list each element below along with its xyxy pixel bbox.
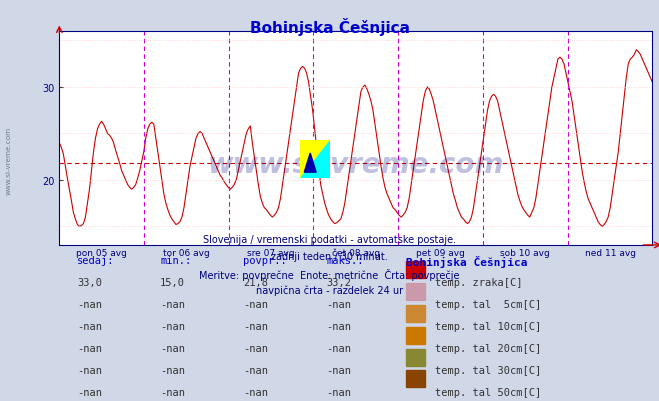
Text: -nan: -nan (77, 365, 102, 375)
Text: -nan: -nan (243, 365, 268, 375)
Text: -nan: -nan (160, 343, 185, 353)
Text: 33,0: 33,0 (77, 277, 102, 288)
Text: temp. tal  5cm[C]: temp. tal 5cm[C] (435, 300, 541, 309)
Text: Bohinjska Češnjica: Bohinjska Češnjica (250, 18, 409, 36)
Text: temp. tal 30cm[C]: temp. tal 30cm[C] (435, 365, 541, 375)
FancyBboxPatch shape (406, 349, 425, 366)
Text: -nan: -nan (160, 365, 185, 375)
Text: -nan: -nan (160, 321, 185, 331)
Text: maks.:: maks.: (326, 256, 364, 265)
Text: -nan: -nan (160, 300, 185, 309)
Text: -nan: -nan (326, 387, 351, 397)
Text: -nan: -nan (77, 300, 102, 309)
FancyBboxPatch shape (406, 283, 425, 300)
Text: 21,8: 21,8 (243, 277, 268, 288)
FancyBboxPatch shape (406, 305, 425, 322)
Text: navpična črta - razdelek 24 ur: navpična črta - razdelek 24 ur (256, 285, 403, 296)
Text: -nan: -nan (243, 343, 268, 353)
Text: -nan: -nan (77, 343, 102, 353)
Text: temp. zraka[C]: temp. zraka[C] (435, 277, 522, 288)
Text: -nan: -nan (243, 387, 268, 397)
Text: Slovenija / vremenski podatki - avtomatske postaje.: Slovenija / vremenski podatki - avtomats… (203, 235, 456, 245)
Text: Meritve: povprečne  Enote: metrične  Črta: povprečje: Meritve: povprečne Enote: metrične Črta:… (199, 268, 460, 280)
Text: 15,0: 15,0 (160, 277, 185, 288)
Text: temp. tal 20cm[C]: temp. tal 20cm[C] (435, 343, 541, 353)
Text: temp. tal 50cm[C]: temp. tal 50cm[C] (435, 387, 541, 397)
FancyBboxPatch shape (406, 261, 425, 278)
Text: 33,2: 33,2 (326, 277, 351, 288)
Polygon shape (300, 140, 330, 178)
Text: -nan: -nan (326, 365, 351, 375)
Polygon shape (304, 154, 316, 173)
Text: temp. tal 10cm[C]: temp. tal 10cm[C] (435, 321, 541, 331)
Text: Bohinjska Češnjica: Bohinjska Češnjica (406, 256, 528, 267)
FancyBboxPatch shape (406, 371, 425, 387)
Text: -nan: -nan (243, 300, 268, 309)
Text: -nan: -nan (77, 387, 102, 397)
Text: www.si-vreme.com: www.si-vreme.com (208, 150, 504, 178)
Text: sedaj:: sedaj: (77, 256, 115, 265)
Text: -nan: -nan (160, 387, 185, 397)
Polygon shape (300, 140, 330, 178)
Text: min.:: min.: (160, 256, 191, 265)
Text: -nan: -nan (77, 321, 102, 331)
Text: www.si-vreme.com: www.si-vreme.com (5, 126, 12, 194)
Text: -nan: -nan (243, 321, 268, 331)
Text: -nan: -nan (326, 300, 351, 309)
Text: zadnji teden / 30 minut.: zadnji teden / 30 minut. (271, 251, 388, 261)
Text: povpr.:: povpr.: (243, 256, 287, 265)
Text: -nan: -nan (326, 321, 351, 331)
FancyBboxPatch shape (406, 327, 425, 344)
Text: -nan: -nan (326, 343, 351, 353)
